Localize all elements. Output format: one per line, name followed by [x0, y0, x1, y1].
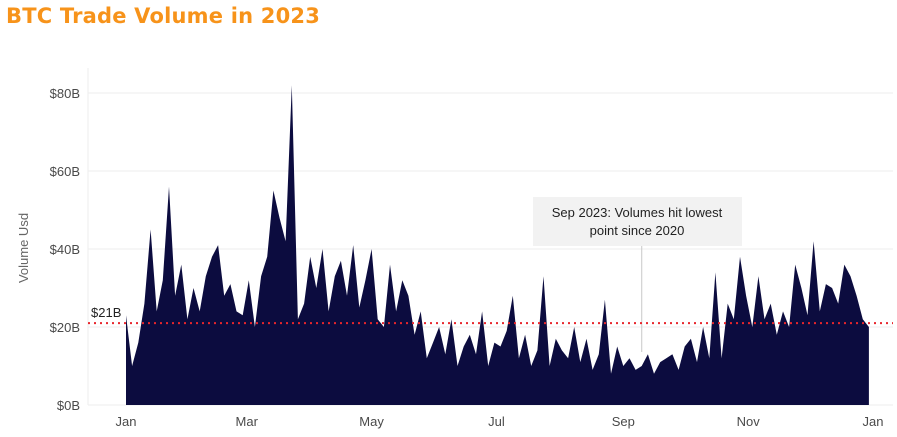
x-tick-label: Mar [236, 414, 259, 429]
y-tick-label: $60B [50, 164, 80, 179]
x-tick-label: Jan [116, 414, 137, 429]
y-tick-label: $0B [57, 398, 80, 413]
volume-area-series [126, 85, 869, 405]
y-axis-ticks: $0B $20B $40B $60B $80B [50, 86, 80, 413]
annotation-line-1: Sep 2023: Volumes hit lowest [552, 205, 723, 220]
x-tick-label: Nov [737, 414, 761, 429]
x-tick-label: Jan [863, 414, 884, 429]
y-tick-label: $40B [50, 242, 80, 257]
x-tick-label: Sep [612, 414, 635, 429]
x-tick-label: May [359, 414, 384, 429]
annotation-box [533, 197, 742, 246]
x-tick-label: Jul [488, 414, 505, 429]
x-axis-ticks: Jan Mar May Jul Sep Nov Jan [116, 414, 884, 429]
y-tick-label: $20B [50, 320, 80, 335]
chart-title: BTC Trade Volume in 2023 [6, 4, 321, 28]
annotation-line-2: point since 2020 [590, 223, 685, 238]
annotation: Sep 2023: Volumes hit lowest point since… [533, 197, 742, 352]
reference-line-label: $21B [91, 305, 121, 320]
y-axis-title: Volume Usd [16, 213, 31, 283]
y-tick-label: $80B [50, 86, 80, 101]
